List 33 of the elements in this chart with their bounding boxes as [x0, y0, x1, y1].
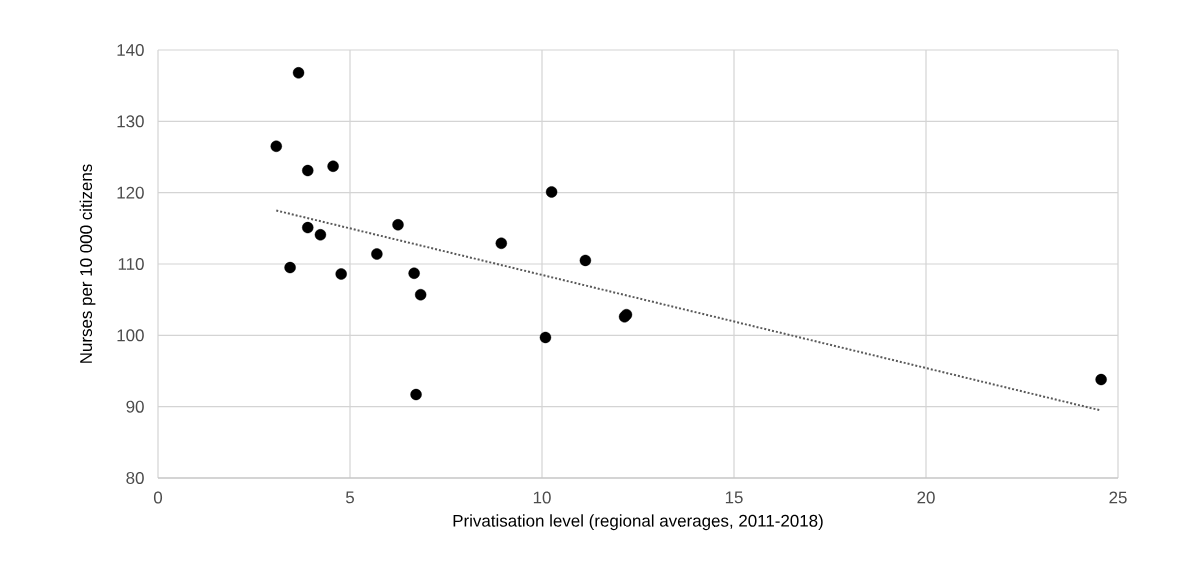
x-tick-label: 25	[1109, 491, 1127, 504]
point	[314, 229, 327, 241]
x-tick-label: 15	[725, 491, 743, 504]
point	[335, 268, 347, 280]
y-tick-label: 120	[117, 186, 144, 199]
point	[327, 160, 339, 172]
point	[579, 254, 592, 267]
point	[408, 267, 420, 279]
point	[292, 67, 305, 79]
point	[270, 140, 282, 152]
point	[371, 248, 383, 260]
y-tick-label: 100	[117, 329, 144, 342]
y-tick-label: 90	[126, 400, 144, 413]
point	[545, 186, 558, 198]
x-tick-label: 20	[917, 491, 935, 504]
x-tick-label: 0	[153, 491, 163, 504]
point	[495, 237, 507, 250]
point	[302, 164, 314, 177]
point	[1095, 373, 1107, 386]
point	[284, 261, 296, 274]
y-tick-label: 140	[117, 44, 144, 56]
point	[410, 388, 422, 401]
y-axis-title: Nurses per 10 000 citizens	[79, 164, 96, 363]
y-tick-label: 130	[117, 115, 144, 128]
x-axis-title: Privatisation level (regional averages, 2011-2018)	[453, 514, 823, 531]
y-tick-label: 110	[118, 258, 144, 270]
point	[539, 331, 552, 344]
point	[414, 288, 427, 301]
point	[302, 221, 314, 234]
x-tick-label: 5	[345, 491, 354, 504]
x-tick-label: 10	[533, 491, 551, 504]
y-tick-label: 80	[126, 472, 144, 484]
point	[392, 219, 404, 231]
